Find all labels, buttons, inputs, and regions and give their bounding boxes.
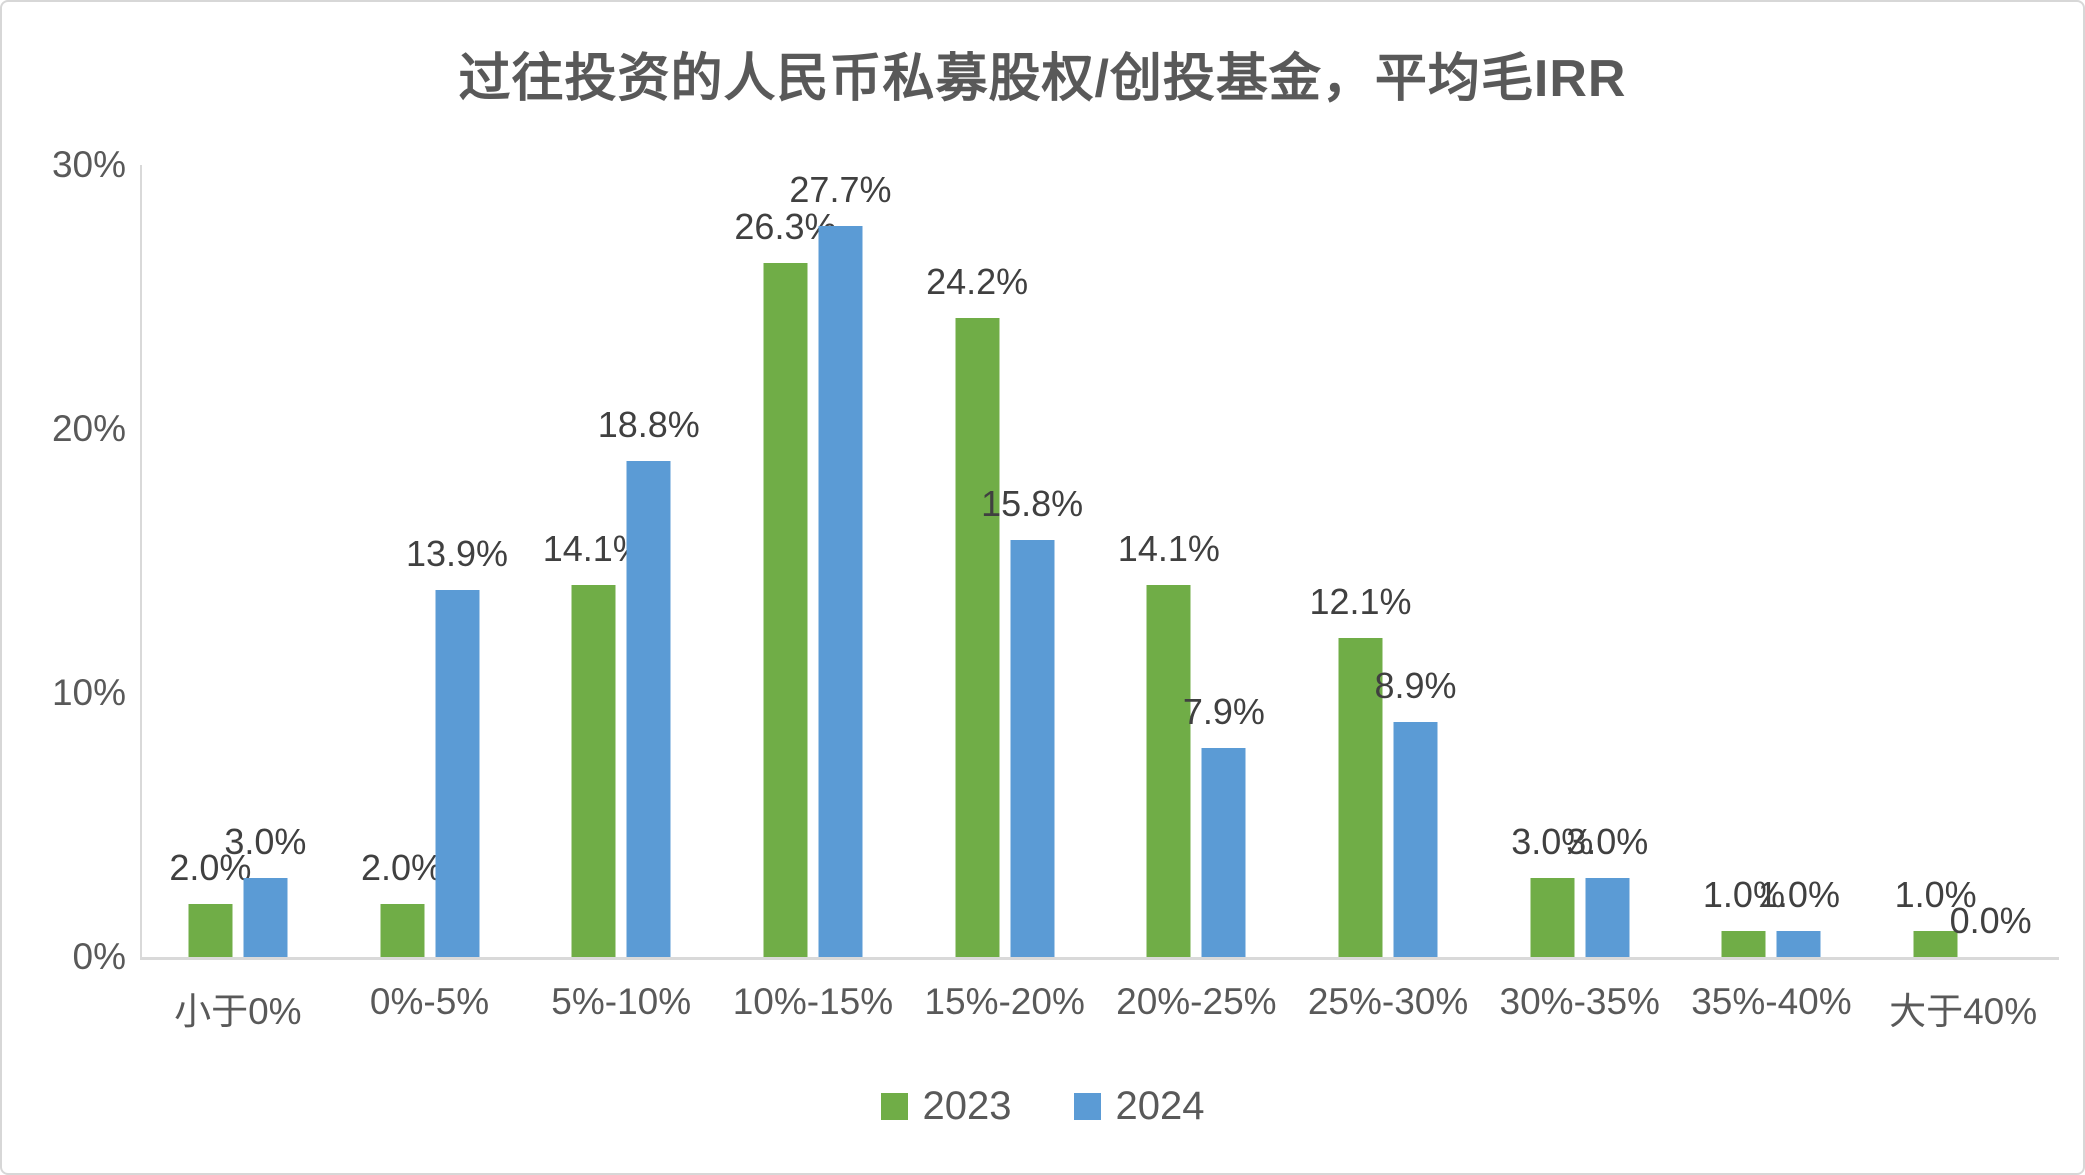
legend-item-2024: 2024: [1073, 1084, 1205, 1129]
data-label-2023: 12.1%: [1309, 580, 1412, 622]
bar-2023: 26.3%: [734, 208, 836, 957]
data-label-2024: 8.9%: [1374, 665, 1457, 707]
bar-2024: 1.0%: [1758, 876, 1840, 957]
x-axis-category-label: 大于40%: [1889, 991, 2038, 1032]
bar-pair: 1.0% 0.0%: [1895, 165, 2032, 957]
category-group: 2.0% 3.0% 小于0%: [142, 165, 334, 1032]
bar-2024: 27.7%: [789, 171, 891, 957]
bar-2023: 2.0%: [169, 850, 251, 957]
data-label-2024: 1.0%: [1757, 873, 1840, 915]
plot-area: 0% 10% 20% 30% 2.0% 3.0% 小于0% 2.0% 13.9% 0%-5% 14…: [52, 144, 2059, 1032]
legend: 2023 2024: [2, 1084, 2083, 1129]
y-axis-tick-label: 30%: [51, 144, 126, 185]
bar-pair: 3.0% 3.0%: [1511, 165, 1648, 957]
category-group: 26.3% 27.7% 10%-15%: [717, 165, 909, 1022]
bar-2023: 3.0%: [1511, 823, 1593, 957]
legend-label: 2023: [922, 1084, 1012, 1128]
x-axis-category-label: 0%-5%: [369, 981, 490, 1022]
data-label-2024: 3.0%: [224, 820, 307, 862]
y-axis-tick-label: 20%: [51, 408, 126, 449]
data-label-2024: 27.7%: [789, 168, 892, 210]
bar-2024: 3.0%: [224, 823, 306, 957]
data-label-2024: 3.0%: [1566, 820, 1649, 862]
y-axis-line: [140, 165, 142, 960]
x-axis-category-label: 20%-25%: [1116, 981, 1277, 1022]
data-label-2023: 2.0%: [169, 847, 252, 889]
x-axis-line: [140, 957, 2059, 960]
bar-pair: 24.2% 15.8%: [926, 165, 1083, 957]
bar-2024: 7.9%: [1183, 694, 1265, 957]
bar-2023: 14.1%: [1118, 530, 1220, 957]
category-group: 14.1% 18.8% 5%-10%: [525, 165, 717, 1022]
bar-pair: 1.0% 1.0%: [1703, 165, 1840, 957]
data-label-2023: 1.0%: [1702, 873, 1785, 915]
bar-2024: 3.0%: [1566, 823, 1648, 957]
bar-pair: 2.0% 13.9%: [361, 165, 508, 957]
bar-2024: 15.8%: [981, 485, 1083, 957]
category-group: 1.0% 0.0% 大于40%: [1867, 165, 2059, 1032]
bar-pair: 12.1% 8.9%: [1309, 165, 1457, 957]
category-group: 12.1% 8.9% 25%-30%: [1292, 165, 1484, 1022]
data-label-2024: 15.8%: [981, 482, 1084, 524]
x-axis-category-label: 5%-10%: [551, 981, 692, 1022]
bar-2024: 18.8%: [598, 406, 700, 957]
bar-2023: 1.0%: [1703, 876, 1785, 957]
category-group: 1.0% 1.0% 35%-40%: [1676, 165, 1868, 1022]
category-group: 2.0% 13.9% 0%-5%: [334, 165, 526, 1022]
category-group: 3.0% 3.0% 30%-35%: [1484, 165, 1676, 1022]
x-axis-category-label: 35%-40%: [1691, 981, 1852, 1022]
x-axis-category-label: 小于0%: [174, 991, 302, 1032]
x-axis-category-label: 30%-35%: [1499, 981, 1660, 1022]
y-axis-tick-label: 0%: [72, 936, 126, 977]
bar-2023: 14.1%: [543, 530, 645, 957]
bar-2023: 2.0%: [361, 850, 443, 957]
data-label-2024: 7.9%: [1182, 691, 1265, 733]
bar-2023: 12.1%: [1309, 583, 1412, 957]
bar-pair: 2.0% 3.0%: [169, 165, 306, 957]
bar-2023: 24.2%: [926, 264, 1028, 957]
bar-2023: 1.0%: [1895, 876, 1977, 957]
legend-item-2023: 2023: [880, 1084, 1012, 1129]
legend-swatch-icon: [880, 1093, 908, 1120]
chart-title: 过往投资的人民币私募股权/创投基金，平均毛IRR: [458, 50, 1627, 108]
data-label-2023: 14.1%: [1117, 527, 1220, 569]
y-axis-tick-label: 10%: [51, 672, 126, 713]
bar-pair: 26.3% 27.7%: [734, 165, 891, 957]
category-group: 14.1% 7.9% 20%-25%: [1101, 165, 1293, 1022]
data-label-2024: 13.9%: [405, 533, 509, 575]
bar-pair: 14.1% 7.9%: [1118, 165, 1265, 957]
data-label-2023: 3.0%: [1511, 820, 1594, 862]
bar-2024: 13.9%: [406, 536, 508, 957]
data-label-2023: 1.0%: [1894, 873, 1977, 915]
bar-pair: 14.1% 18.8%: [543, 165, 700, 957]
data-label-2023: 2.0%: [361, 847, 444, 889]
bar-2024: 8.9%: [1375, 668, 1457, 957]
data-label-2024: 0.0%: [1949, 900, 2032, 941]
legend-swatch-icon: [1073, 1093, 1101, 1120]
x-axis-category-label: 10%-15%: [732, 981, 894, 1022]
x-axis-category-label: 15%-20%: [924, 981, 1085, 1022]
legend-label: 2024: [1115, 1084, 1205, 1128]
data-label-2023: 24.2%: [926, 261, 1029, 303]
category-group: 24.2% 15.8% 15%-20%: [909, 165, 1101, 1022]
x-axis-category-label: 25%-30%: [1307, 981, 1469, 1022]
data-label-2024: 18.8%: [597, 403, 700, 445]
